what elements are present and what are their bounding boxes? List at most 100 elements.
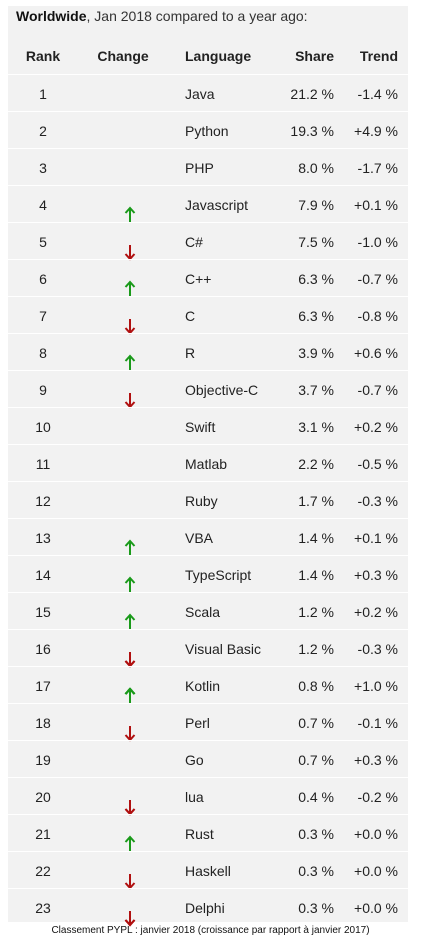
share-cell: 1.7 % (298, 493, 334, 509)
language-cell: VBA (185, 530, 214, 546)
table-row: 20 lua 0.4 % -0.2 % (8, 777, 408, 816)
rank-cell: 1 (39, 86, 47, 102)
trend-cell: -0.3 % (357, 493, 398, 509)
trend-cell: +0.0 % (354, 863, 398, 879)
ranking-panel (8, 6, 408, 922)
trend-cell: -0.7 % (357, 382, 398, 398)
share-cell: 7.9 % (298, 197, 334, 213)
change-cell (78, 565, 168, 592)
caption-region: Worldwide (16, 8, 87, 24)
table-row: 10 Swift 3.1 % +0.2 % (8, 407, 408, 444)
language-cell: R (185, 345, 196, 361)
share-cell: 0.3 % (298, 863, 334, 879)
change-cell (78, 676, 168, 703)
change-cell (78, 158, 168, 178)
change-cell (78, 861, 168, 890)
table-row: 4 Javascript 7.9 % +0.1 % (8, 185, 408, 222)
arrow-up-icon (124, 539, 136, 557)
rank-cell: 16 (35, 641, 51, 657)
language-cell: Visual Basic (185, 641, 262, 657)
header-language: Language (185, 48, 252, 64)
language-cell: Matlab (185, 456, 228, 472)
share-cell: 3.9 % (298, 345, 334, 361)
change-cell (78, 713, 168, 742)
rank-cell: 8 (39, 345, 47, 361)
caption-text: , Jan 2018 compared to a year ago: (86, 8, 308, 24)
rank-cell: 19 (35, 752, 51, 768)
table-row: 12 Ruby 1.7 % -0.3 % (8, 481, 408, 518)
change-cell (78, 639, 168, 668)
rank-cell: 22 (35, 863, 51, 879)
header-rank: Rank (25, 48, 61, 64)
figure-caption: Classement PYPL : janvier 2018 (croissan… (51, 925, 370, 936)
trend-cell: -1.7 % (357, 160, 398, 176)
rank-cell: 11 (35, 456, 51, 472)
share-cell: 7.5 % (298, 234, 334, 250)
table-row: 15 Scala 1.2 % +0.2 % (8, 592, 408, 629)
change-cell (78, 269, 168, 296)
change-cell (78, 454, 168, 474)
rank-cell: 18 (35, 715, 51, 731)
table-row: 8 R 3.9 % +0.6 % (8, 333, 408, 370)
share-cell: 0.4 % (298, 789, 334, 805)
trend-cell: +0.3 % (354, 752, 398, 768)
language-cell: Perl (185, 715, 210, 731)
trend-cell: -0.3 % (357, 641, 398, 657)
rank-cell: 3 (39, 160, 47, 176)
rank-cell: 6 (39, 271, 47, 287)
trend-cell: +0.0 % (354, 900, 398, 916)
rank-cell: 10 (35, 419, 51, 435)
change-cell (78, 195, 168, 222)
language-cell: Rust (185, 826, 214, 842)
change-cell (78, 491, 168, 511)
trend-cell: -0.8 % (357, 308, 398, 324)
table-row: 17 Kotlin 0.8 % +1.0 % (8, 666, 408, 703)
language-cell: TypeScript (185, 567, 252, 583)
share-cell: 3.7 % (298, 382, 334, 398)
trend-cell: +0.3 % (354, 567, 398, 583)
language-cell: Java (185, 86, 215, 102)
share-cell: 0.7 % (298, 752, 334, 768)
change-cell (78, 121, 168, 141)
table-header: Rank Change Language Share Trend (8, 37, 408, 74)
rank-cell: 7 (39, 308, 47, 324)
trend-cell: +0.1 % (354, 530, 398, 546)
table-row: 3 PHP 8.0 % -1.7 % (8, 148, 408, 185)
language-cell: Kotlin (185, 678, 221, 694)
header-share: Share (295, 48, 334, 64)
table-row: 13 VBA 1.4 % +0.1 % (8, 518, 408, 555)
share-cell: 6.3 % (298, 308, 334, 324)
trend-cell: -1.4 % (357, 86, 398, 102)
table-caption: Worldwide, Jan 2018 compared to a year a… (16, 8, 308, 24)
trend-cell: +0.0 % (354, 826, 398, 842)
rank-cell: 21 (35, 826, 51, 842)
rank-cell: 23 (35, 900, 51, 916)
rank-cell: 14 (35, 567, 51, 583)
table-row: 1 Java 21.2 % -1.4 % (8, 74, 408, 111)
share-cell: 8.0 % (298, 160, 334, 176)
share-cell: 1.4 % (298, 567, 334, 583)
share-cell: 6.3 % (298, 271, 334, 287)
rank-cell: 9 (39, 382, 47, 398)
arrow-up-icon (124, 280, 136, 298)
language-cell: Swift (185, 419, 216, 435)
language-cell: Haskell (185, 863, 231, 879)
language-cell: C (185, 308, 196, 324)
table-row: 11 Matlab 2.2 % -0.5 % (8, 444, 408, 481)
language-cell: C++ (185, 271, 212, 287)
share-cell: 2.2 % (298, 456, 334, 472)
rank-cell: 12 (35, 493, 51, 509)
table-row: 23 Delphi 0.3 % +0.0 % (8, 888, 408, 927)
change-cell (78, 528, 168, 555)
table-row: 14 TypeScript 1.4 % +0.3 % (8, 555, 408, 592)
change-cell (78, 602, 168, 629)
language-cell: lua (185, 789, 204, 805)
language-cell: Ruby (185, 493, 218, 509)
change-cell (78, 750, 168, 770)
rank-cell: 13 (35, 530, 51, 546)
table-row: 9 Objective-C 3.7 % -0.7 % (8, 370, 408, 409)
change-cell (78, 306, 168, 335)
change-cell (78, 417, 168, 437)
rank-cell: 5 (39, 234, 47, 250)
table-row: 7 C 6.3 % -0.8 % (8, 296, 408, 335)
